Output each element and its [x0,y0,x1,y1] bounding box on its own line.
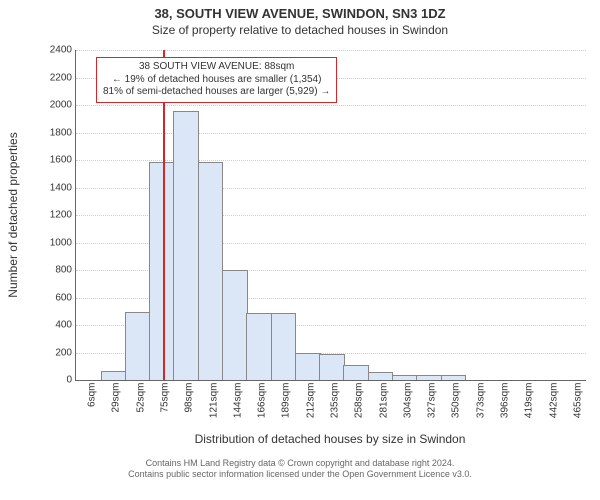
chart-subtitle: Size of property relative to detached ho… [0,21,600,37]
x-tick-label: 235sqm [330,383,341,419]
gridline-h [76,105,586,106]
histogram-bar [416,375,442,380]
chart-title: 38, SOUTH VIEW AVENUE, SWINDON, SN3 1DZ [0,0,600,21]
x-tick-label: 465sqm [572,383,583,419]
x-tick-label: 121sqm [208,383,219,419]
x-tick-label: 350sqm [451,383,462,419]
x-tick-label: 281sqm [378,383,389,419]
y-tick-label: 1000 [36,237,72,248]
y-tick-label: 1200 [36,210,72,221]
annotation-line-3: 81% of semi-detached houses are larger (… [103,86,330,99]
y-tick-label: 2000 [36,100,72,111]
y-tick-label: 600 [36,292,72,303]
x-tick-label: 6sqm [87,383,98,407]
annotation-box: 38 SOUTH VIEW AVENUE: 88sqm ← 19% of det… [96,57,337,103]
histogram-bar [271,313,297,380]
x-tick-label: 258sqm [354,383,365,419]
histogram-bar [125,312,151,380]
x-tick-label: 98sqm [184,383,195,413]
y-tick-label: 2400 [36,45,72,56]
y-tick-label: 200 [36,347,72,358]
y-tick-label: 1600 [36,155,72,166]
histogram-bar [198,162,224,380]
gridline-h [76,50,586,51]
x-tick-label: 304sqm [402,383,413,419]
histogram-bar [368,372,394,380]
x-tick-label: 29sqm [111,383,122,413]
x-tick-label: 442sqm [548,383,559,419]
x-tick-label: 144sqm [232,383,243,419]
x-tick-label: 212sqm [305,383,316,419]
x-tick-label: 396sqm [500,383,511,419]
x-tick-label: 75sqm [160,383,171,413]
y-tick-label: 1400 [36,182,72,193]
x-tick-label: 327sqm [427,383,438,419]
histogram-bar [246,313,272,380]
y-tick-label: 400 [36,320,72,331]
histogram-bar [222,270,248,380]
y-tick-label: 0 [36,375,72,386]
plot-area: 0200400600800100012001400160018002000220… [75,50,586,381]
x-axis-label: Distribution of detached houses by size … [75,432,585,446]
y-tick-label: 1800 [36,127,72,138]
chart-container: { "header": { "title": "38, SOUTH VIEW A… [0,0,600,500]
histogram-bar [319,354,345,380]
x-tick-label: 373sqm [475,383,486,419]
x-tick-label: 166sqm [257,383,268,419]
histogram-bar [343,365,369,380]
attribution-text: Contains HM Land Registry data © Crown c… [0,458,600,480]
gridline-h [76,133,586,134]
y-tick-label: 800 [36,265,72,276]
y-tick-label: 2200 [36,72,72,83]
attribution-line-2: Contains public sector information licen… [0,469,600,480]
annotation-line-1: 38 SOUTH VIEW AVENUE: 88sqm [103,61,330,74]
histogram-bar [295,353,321,380]
y-axis-label: Number of detached properties [6,132,20,297]
histogram-bar [101,371,127,380]
histogram-bar [441,375,467,380]
x-tick-label: 189sqm [281,383,292,419]
x-tick-label: 419sqm [524,383,535,419]
histogram-bar [392,375,418,380]
annotation-line-2: ← 19% of detached houses are smaller (1,… [103,74,330,87]
histogram-bar [149,162,175,380]
histogram-bar [173,111,199,380]
x-tick-label: 52sqm [135,383,146,413]
attribution-line-1: Contains HM Land Registry data © Crown c… [0,458,600,469]
